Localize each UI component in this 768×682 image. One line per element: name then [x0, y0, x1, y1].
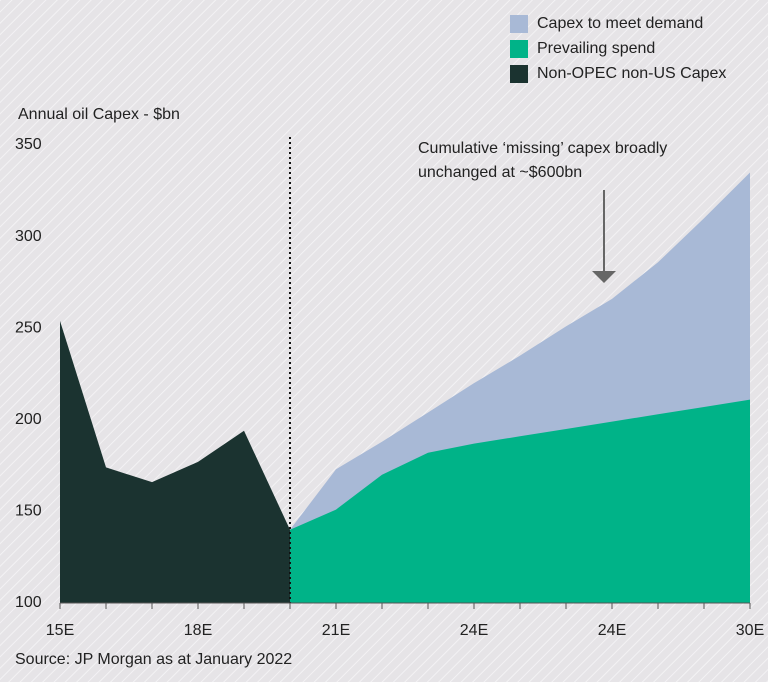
- legend-label: Prevailing spend: [537, 40, 655, 57]
- area: [60, 320, 290, 603]
- x-tick-label: 21E: [322, 622, 350, 639]
- y-tick-label: 300: [15, 228, 42, 245]
- legend-label: Non-OPEC non-US Capex: [537, 65, 726, 82]
- y-tick-label: 250: [15, 319, 42, 336]
- plot: 15E 18E 21E 24E 24E 30E 100 150 200 250 300 350 Cape…: [15, 15, 764, 639]
- x-tick-label: 24E: [460, 622, 488, 639]
- annotation-arrowhead: [592, 271, 616, 283]
- x-tick-label: 30E: [736, 622, 764, 639]
- legend-swatch: [510, 65, 528, 83]
- legend-swatch: [510, 15, 528, 33]
- y-axis-label: Annual oil Capex - $bn: [18, 106, 180, 123]
- x-tick-label: 24E: [598, 622, 626, 639]
- legend-swatch: [510, 40, 528, 58]
- x-tick-label: 15E: [46, 622, 74, 639]
- y-tick-label: 200: [15, 411, 42, 428]
- x-tick-label: 18E: [184, 622, 212, 639]
- source: Source: JP Morgan as at January 2022: [15, 651, 292, 668]
- area: [290, 399, 750, 603]
- y-tick-label: 150: [15, 503, 42, 520]
- annotation: Cumulative ‘missing’ capex broadly: [418, 140, 667, 157]
- y-tick-label: 350: [15, 136, 42, 153]
- y-tick-label: 100: [15, 594, 42, 611]
- legend-label: Capex to meet demand: [537, 15, 703, 32]
- annotation: unchanged at ~$600bn: [418, 164, 582, 181]
